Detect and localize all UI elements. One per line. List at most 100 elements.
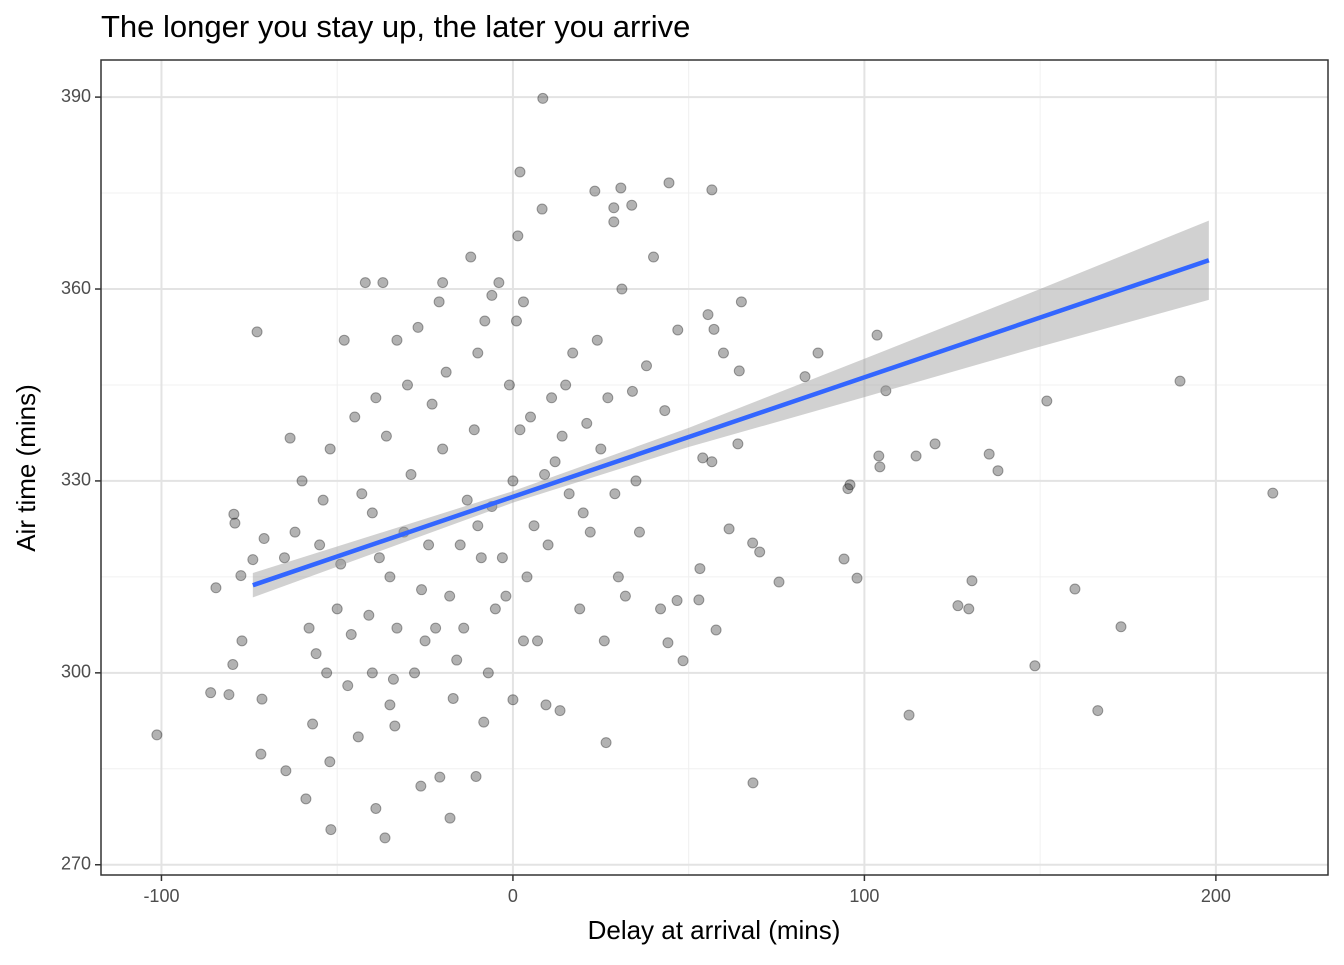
point xyxy=(416,584,428,596)
point xyxy=(773,576,785,588)
point xyxy=(419,635,431,647)
point xyxy=(387,673,399,685)
point xyxy=(205,687,217,699)
point xyxy=(672,324,684,336)
point xyxy=(514,166,526,178)
point xyxy=(434,771,446,783)
point xyxy=(352,731,364,743)
point xyxy=(507,475,519,487)
point xyxy=(228,508,240,520)
point xyxy=(345,628,357,640)
point xyxy=(300,793,312,805)
x-tick-label: 200 xyxy=(1201,886,1231,906)
point xyxy=(812,347,824,359)
point xyxy=(307,718,319,730)
point xyxy=(992,465,1004,477)
point xyxy=(430,622,442,634)
point xyxy=(612,571,624,583)
point xyxy=(608,202,620,214)
point xyxy=(391,334,403,346)
point xyxy=(706,184,718,196)
point xyxy=(454,539,466,551)
point xyxy=(433,296,445,308)
point xyxy=(608,216,620,228)
point xyxy=(1092,705,1104,717)
point xyxy=(633,526,645,538)
point xyxy=(366,507,378,519)
panel-border xyxy=(100,59,1329,876)
point xyxy=(735,296,747,308)
y-tick-label: 360 xyxy=(61,278,91,298)
point xyxy=(910,450,922,462)
point xyxy=(677,655,689,667)
point xyxy=(584,526,596,538)
point xyxy=(236,635,248,647)
point xyxy=(521,571,533,583)
confidence-band xyxy=(252,220,1209,598)
point xyxy=(510,315,522,327)
point xyxy=(517,635,529,647)
point xyxy=(423,539,435,551)
point xyxy=(255,748,267,760)
point xyxy=(342,680,354,692)
point xyxy=(324,756,336,768)
x-tick-label: -100 xyxy=(143,886,179,906)
point xyxy=(251,326,263,338)
point xyxy=(401,379,413,391)
point xyxy=(874,461,886,473)
point xyxy=(465,251,477,263)
point xyxy=(842,483,854,495)
point xyxy=(258,533,270,545)
y-tick-label: 390 xyxy=(61,86,91,106)
point xyxy=(514,424,526,436)
point xyxy=(444,590,456,602)
point xyxy=(1174,375,1186,387)
point xyxy=(662,637,674,649)
point xyxy=(405,469,417,481)
point xyxy=(444,812,456,824)
point xyxy=(663,177,675,189)
point xyxy=(655,603,667,615)
point xyxy=(321,667,333,679)
point xyxy=(799,371,811,383)
point xyxy=(475,552,487,564)
point xyxy=(325,824,337,836)
point xyxy=(314,539,326,551)
point xyxy=(1029,660,1041,672)
point xyxy=(567,347,579,359)
point xyxy=(659,405,671,417)
point xyxy=(626,385,638,397)
fit-line xyxy=(252,258,1210,588)
point xyxy=(359,277,371,289)
point xyxy=(537,92,549,104)
point xyxy=(366,667,378,679)
point xyxy=(581,417,593,429)
point xyxy=(532,635,544,647)
y-tick-label: 270 xyxy=(61,854,91,874)
point xyxy=(256,693,268,705)
point xyxy=(630,475,642,487)
point xyxy=(1069,583,1081,595)
point xyxy=(640,360,652,372)
point xyxy=(482,667,494,679)
point xyxy=(615,182,627,194)
point xyxy=(409,667,421,679)
chart-title: The longer you stay up, the later you ar… xyxy=(101,9,690,44)
point xyxy=(373,552,385,564)
point xyxy=(540,699,552,711)
point xyxy=(363,609,375,621)
point xyxy=(437,443,449,455)
point xyxy=(697,452,709,464)
point xyxy=(1267,487,1279,499)
point xyxy=(349,411,361,423)
point xyxy=(733,365,745,377)
point xyxy=(754,546,766,558)
point xyxy=(554,705,566,717)
point xyxy=(706,456,718,468)
point xyxy=(507,694,519,706)
point xyxy=(317,494,329,506)
point xyxy=(717,347,729,359)
point xyxy=(546,392,558,404)
x-tick-label: 100 xyxy=(849,886,879,906)
